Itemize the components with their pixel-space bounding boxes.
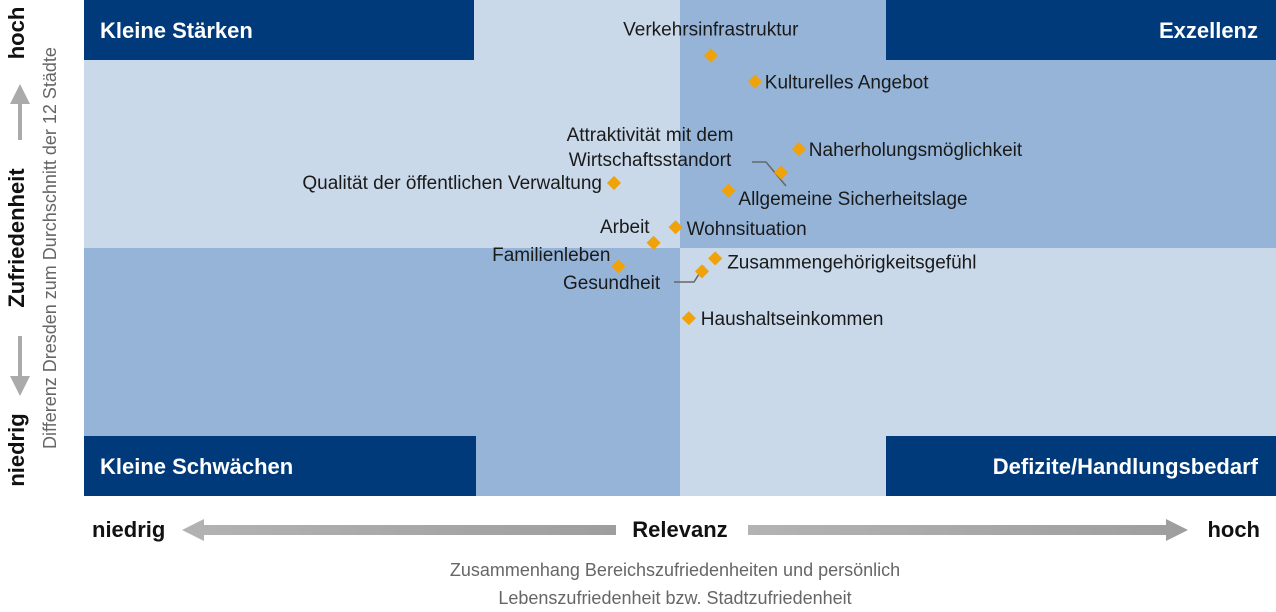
marker-verkehrsinfrastruktur bbox=[703, 48, 718, 63]
point-label-allgemeine-sicherheitslage: Allgemeine Sicherheitslage bbox=[738, 189, 967, 210]
marker-attraktivität-mit-dem-wirtschaftsstandort bbox=[774, 165, 789, 180]
center-band-top-right bbox=[680, 0, 886, 60]
marker-haushaltseinkommen bbox=[681, 311, 696, 326]
quadrant-label-bottom-right: Defizite/Handlungsbedarf bbox=[993, 454, 1259, 479]
marker-qualität-der-öffentlichen-verwaltung bbox=[606, 175, 622, 191]
marker-allgemeine-sicherheitslage bbox=[721, 183, 736, 198]
marker-zusammengehörigkeitsgefühl bbox=[708, 251, 723, 266]
center-band-top-left bbox=[474, 0, 680, 60]
center-band-bottom-right bbox=[680, 436, 886, 496]
point-label-gesundheit: Gesundheit bbox=[563, 273, 661, 294]
x-axis-label: Relevanz bbox=[632, 517, 727, 542]
point-label-attraktivität-mit-dem-wirtschaftsstandort: Attraktivität mit dem Wirtschaftsstandort bbox=[567, 125, 734, 171]
point-label-arbeit: Arbeit bbox=[600, 217, 650, 238]
point-label-zusammengehörigkeitsgefühl: Zusammengehörigkeitsgefühl bbox=[727, 252, 976, 273]
x-axis-high: hoch bbox=[1207, 517, 1260, 542]
data-point-labels: Verkehrsinfrastruktur Kulturelles Angebot… bbox=[302, 20, 1022, 331]
y-axis-high: hoch bbox=[4, 7, 29, 60]
point-label-kulturelles-angebot: Kulturelles Angebot bbox=[765, 73, 929, 94]
x-axis-caption-line2: Lebenszufriedenheit bzw. Stadtzufriedenh… bbox=[498, 588, 851, 608]
marker-kulturelles-angebot bbox=[747, 74, 762, 89]
quadrant-headers: Kleine Stärken Exzellenz Kleine Schwäche… bbox=[84, 0, 1276, 496]
marker-wohnsituation bbox=[668, 220, 683, 235]
x-axis-arrow-left-icon bbox=[182, 519, 616, 541]
point-label-qualität-der-öffentlichen-verwaltung: Qualität der öffentlichen Verwaltung bbox=[302, 173, 602, 194]
marker-familienleben bbox=[611, 259, 626, 274]
y-axis-low: niedrig bbox=[4, 413, 29, 486]
header-box-top-right bbox=[886, 0, 1276, 60]
point-label-familienleben: Familienleben bbox=[492, 245, 610, 266]
header-box-top-left bbox=[84, 0, 474, 60]
y-axis-label: Zufriedenheit bbox=[4, 168, 29, 308]
x-axis-low: niedrig bbox=[92, 517, 165, 542]
y-axis-sublabel: Differenz Dresden zum Durchschnitt der 1… bbox=[40, 47, 60, 449]
quadrant-background bbox=[84, 0, 1276, 496]
quadrant-label-bottom-left: Kleine Schwächen bbox=[100, 454, 293, 479]
header-box-bottom-right bbox=[886, 436, 1276, 496]
x-axis: niedrig Relevanz hoch Zusammenhang Berei… bbox=[92, 517, 1260, 608]
marker-naherholungsmöglichkeit bbox=[791, 142, 806, 157]
quadrant-label-top-left: Kleine Stärken bbox=[100, 18, 253, 43]
marker-arbeit bbox=[646, 235, 661, 250]
point-label-wohnsituation: Wohnsituation bbox=[687, 219, 807, 240]
leader-line-attraktivitaet bbox=[752, 161, 787, 187]
quadrant-label-top-right: Exzellenz bbox=[1159, 18, 1258, 43]
y-axis-arrow-up-icon bbox=[10, 84, 30, 140]
point-label-haushaltseinkommen: Haushaltseinkommen bbox=[701, 309, 884, 330]
x-axis-caption-line1: Zusammenhang Bereichszufriedenheiten und… bbox=[450, 560, 900, 580]
marker-gesundheit bbox=[694, 264, 710, 279]
x-axis-arrow-right-icon bbox=[748, 519, 1188, 541]
point-label-naherholungsmöglichkeit: Naherholungsmöglichkeit bbox=[809, 140, 1023, 161]
data-markers bbox=[606, 48, 806, 326]
y-axis: hoch Zufriedenheit niedrig Differenz Dre… bbox=[4, 7, 60, 487]
point-label-verkehrsinfrastruktur: Verkehrsinfrastruktur bbox=[623, 20, 799, 41]
y-axis-arrow-down-icon bbox=[10, 336, 30, 396]
header-box-bottom-left bbox=[84, 436, 476, 496]
center-band-bottom-left bbox=[474, 436, 680, 496]
